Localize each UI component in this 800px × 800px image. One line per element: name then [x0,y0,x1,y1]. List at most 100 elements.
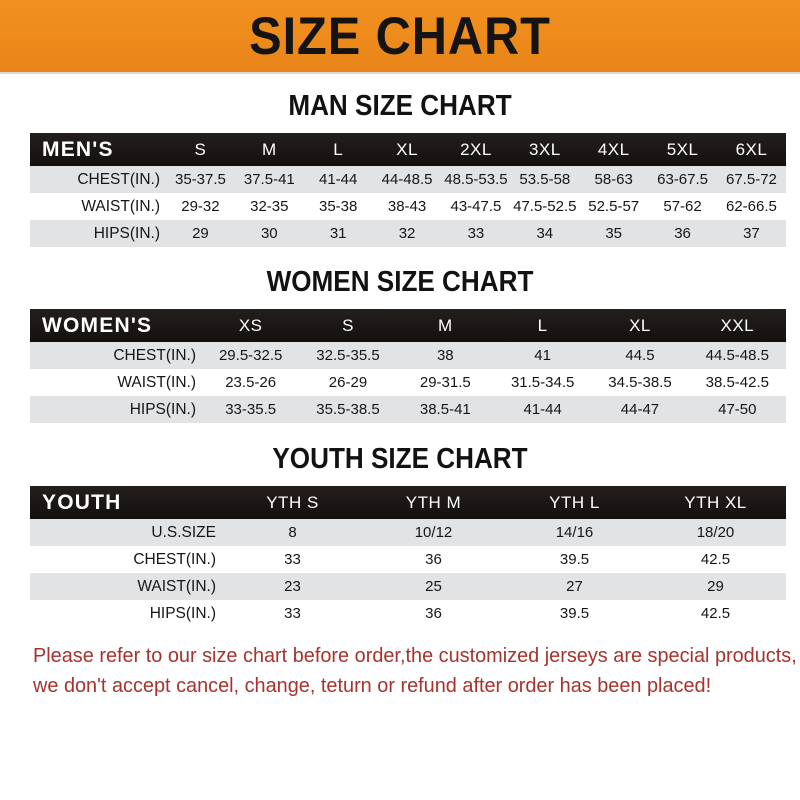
table-row: HIPS(IN.) 29 30 31 32 33 34 35 36 37 [30,220,786,247]
table-row: WAIST(IN.) 23 25 27 29 [30,573,786,600]
women-measurement-cell: 38 [436,347,454,364]
men-table-body: MEN'S S M L XL 2XL 3XL 4XL 5XL 6XL CHEST(IN.) 35-37… [30,133,786,247]
youth-measurement-cell: 29 [707,578,724,595]
order-policy-note: Please refer to our size chart before or… [33,641,797,700]
youth-row-label: WAIST(IN.) [137,577,216,595]
women-header-cell: S [342,315,354,335]
men-measurement-cell: 29-32 [181,198,220,215]
men-header-row: MEN'S S M L XL 2XL 3XL 4XL 5XL 6XL [30,133,786,166]
men-header-cell: 4XL [597,139,630,159]
women-header-cell: M [437,315,453,335]
table-row: WAIST(IN.) 23.5-26 26-29 29-31.5 31.5-34.5 34… [30,369,786,396]
youth-size-table: YOUTH YTH S YTH M YTH L YTH XL U.S.SIZE 8 10/12… [30,486,786,627]
men-measurement-cell: 44-48.5 [381,171,433,188]
women-measurement-cell: 38.5-42.5 [705,374,769,391]
men-measurement-cell: 67.5-72 [726,171,777,188]
youth-measurement-cell: 27 [566,578,583,595]
men-header-cell: XL [396,139,418,159]
men-measurement-cell: 29 [192,225,209,242]
women-row-label: CHEST(IN.) [113,346,196,364]
table-row: HIPS(IN.) 33 36 39.5 42.5 [30,600,786,627]
youth-measurement-cell: 14/16 [555,524,594,541]
table-row: CHEST(IN.) 33 36 39.5 42.5 [30,546,786,573]
women-header-cell: XXL [720,315,755,335]
women-header-cell: XL [629,315,651,335]
youth-header-row: YOUTH YTH S YTH M YTH L YTH XL [30,486,786,519]
men-header-cell: M [261,139,277,159]
youth-measurement-cell: 25 [425,578,442,595]
men-header-cell: 3XL [528,139,561,159]
men-measurement-cell: 62-66.5 [726,198,777,215]
women-section-title: WOMEN SIZE CHART [266,266,534,298]
men-measurement-cell: 32-35 [250,198,289,215]
women-measurement-cell: 38.5-41 [419,401,471,418]
men-measurement-cell: 53.5-58 [519,171,571,188]
men-header-cell: 5XL [666,139,699,159]
women-row-label: HIPS(IN.) [129,400,196,418]
men-measurement-cell: 37.5-41 [243,171,295,188]
women-header-row: WOMEN'S XS S M L XL XXL [30,309,786,342]
youth-section-title: YOUTH SIZE CHART [272,443,528,475]
men-measurement-cell: 35-37.5 [175,171,226,188]
youth-measurement-cell: 36 [425,605,442,622]
page-banner: SIZE CHART [0,0,800,74]
youth-measurement-cell: 36 [425,551,442,568]
youth-header-cell: YOUTH [42,490,122,514]
youth-row-label: U.S.SIZE [151,523,216,541]
women-measurement-cell: 34.5-38.5 [608,374,672,391]
women-header-cell: XS [238,315,263,335]
men-measurement-cell: 58-63 [594,171,633,188]
men-size-table: MEN'S S M L XL 2XL 3XL 4XL 5XL 6XL CHEST(IN.) 35-37… [30,133,786,247]
men-row-label: HIPS(IN.) [93,224,160,242]
women-measurement-cell: 41-44 [523,401,562,418]
women-row-label: WAIST(IN.) [117,373,196,391]
youth-measurement-cell: 33 [284,605,301,622]
youth-row-label: CHEST(IN.) [133,550,216,568]
women-header-cell: WOMEN'S [42,313,153,337]
youth-measurement-cell: 42.5 [700,605,731,622]
men-header-cell: 6XL [735,139,768,159]
men-measurement-cell: 63-67.5 [657,171,708,188]
men-measurement-cell: 38-43 [387,198,427,215]
women-header-cell: L [537,315,548,335]
youth-measurement-cell: 10/12 [414,524,453,541]
men-header-cell: 2XL [460,139,492,159]
youth-table-body: YOUTH YTH S YTH M YTH L YTH XL U.S.SIZE 8 10/12… [30,486,786,627]
women-measurement-cell: 32.5-35.5 [316,347,380,364]
order-policy-line-1: Please refer to our size chart before or… [33,644,797,667]
men-measurement-cell: 34 [536,225,554,242]
youth-measurement-cell: 18/20 [696,524,735,541]
table-row: U.S.SIZE 8 10/12 14/16 18/20 [30,519,786,546]
table-row: HIPS(IN.) 33-35.5 35.5-38.5 38.5-41 41-44 44-… [30,396,786,423]
men-header-cell: L [333,139,344,159]
women-measurement-cell: 41 [534,347,551,364]
women-measurement-cell: 35.5-38.5 [316,401,380,418]
men-measurement-cell: 48.5-53.5 [444,171,508,188]
men-measurement-cell: 35 [605,225,623,242]
men-measurement-cell: 30 [260,225,278,242]
youth-measurement-cell: 39.5 [559,551,590,568]
women-measurement-cell: 33-35.5 [225,401,277,418]
men-measurement-cell: 43-47.5 [450,198,502,215]
youth-header-cell: YTH S [266,492,319,512]
women-measurement-cell: 29-31.5 [419,374,471,391]
men-header-cell: MEN'S [42,137,114,161]
table-row: CHEST(IN.) 29.5-32.5 32.5-35.5 38 41 44.5 44.5… [30,342,786,369]
youth-header-cell: YTH M [405,492,462,512]
women-measurement-cell: 31.5-34.5 [510,374,575,391]
women-measurement-cell: 47-50 [718,401,757,418]
men-measurement-cell: 36 [674,225,691,242]
men-row-label: CHEST(IN.) [77,170,160,188]
men-measurement-cell: 37 [743,225,760,242]
men-measurement-cell: 32 [398,225,416,242]
table-row: WAIST(IN.) 29-32 32-35 35-38 38-43 43-47.5 47.… [30,193,786,220]
men-measurement-cell: 31 [329,225,347,242]
men-measurement-cell: 47.5-52.5 [513,198,577,215]
men-measurement-cell: 57-62 [663,198,702,215]
women-measurement-cell: 44.5-48.5 [705,347,769,364]
women-table-body: WOMEN'S XS S M L XL XXL CHEST(IN.) 29.5-32.5 32.5… [30,309,786,423]
women-measurement-cell: 23.5-26 [225,374,277,391]
men-measurement-cell: 35-38 [319,198,358,215]
youth-measurement-cell: 42.5 [700,551,731,568]
men-header-cell: S [194,139,207,159]
